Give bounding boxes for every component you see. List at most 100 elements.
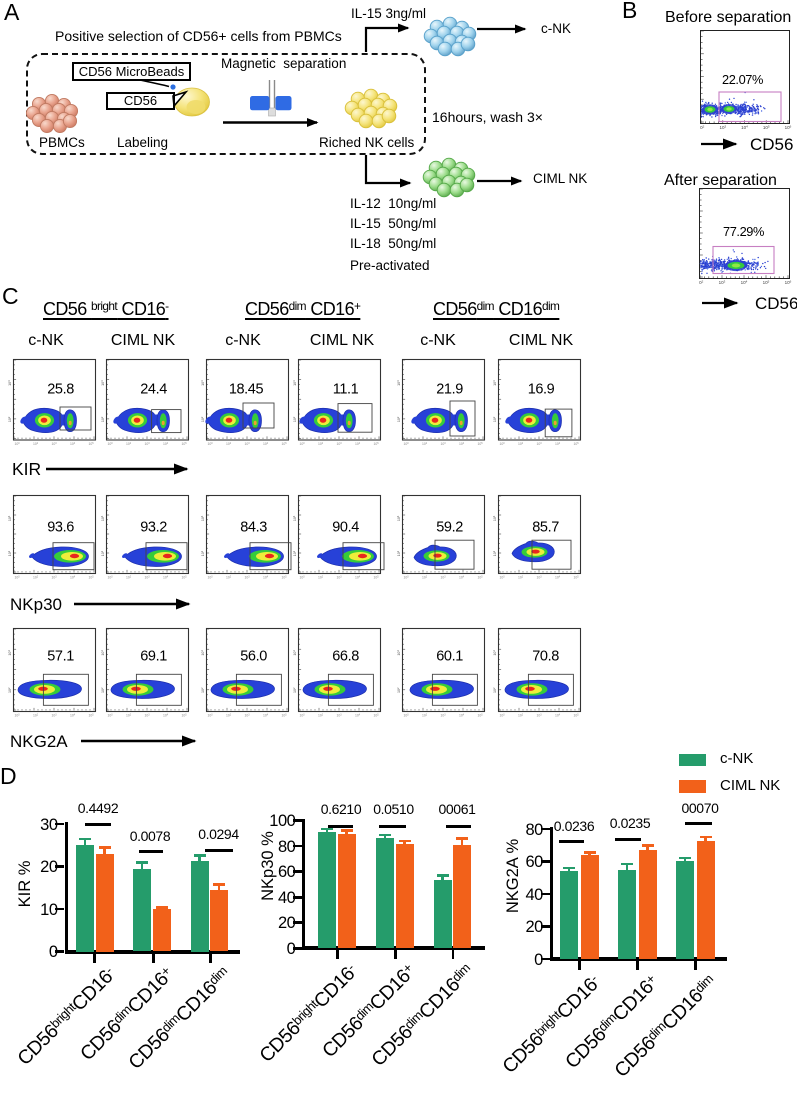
svg-text:104: 104 (492, 379, 497, 385)
svg-text:105: 105 (281, 442, 287, 446)
svg-text:105: 105 (373, 713, 379, 717)
svg-text:103: 103 (244, 442, 250, 446)
svg-text:104: 104 (99, 649, 104, 655)
svg-text:105: 105 (573, 576, 579, 580)
svg-text:104: 104 (355, 576, 361, 580)
svg-text:102: 102 (318, 442, 324, 446)
svg-text:103: 103 (144, 713, 150, 717)
svg-text:104: 104 (99, 379, 104, 385)
svg-text:77.29%: 77.29% (723, 224, 764, 239)
svg-text:104: 104 (292, 379, 297, 385)
svg-text:103: 103 (336, 576, 342, 580)
svg-text:104: 104 (292, 515, 297, 521)
svg-text:100: 100 (499, 713, 505, 717)
svg-text:100: 100 (107, 442, 113, 446)
svg-text:100: 100 (14, 576, 20, 580)
svg-text:104: 104 (199, 515, 204, 521)
svg-text:69.1: 69.1 (140, 648, 167, 664)
svg-text:102: 102 (292, 550, 297, 556)
svg-text:102: 102 (292, 686, 297, 692)
svg-text:105: 105 (281, 576, 287, 580)
svg-text:103: 103 (336, 442, 342, 446)
svg-text:102: 102 (99, 416, 104, 422)
svg-text:103: 103 (244, 576, 250, 580)
svg-text:104: 104 (741, 280, 748, 286)
svg-text:102: 102 (422, 576, 428, 580)
svg-text:104: 104 (492, 649, 497, 655)
svg-text:100: 100 (107, 576, 113, 580)
svg-text:100: 100 (499, 442, 505, 446)
svg-text:104: 104 (162, 713, 168, 717)
svg-text:104: 104 (6, 379, 11, 385)
svg-text:104: 104 (555, 442, 561, 446)
svg-text:100: 100 (14, 713, 20, 717)
svg-text:105: 105 (88, 576, 94, 580)
svg-text:102: 102 (318, 713, 324, 717)
svg-text:103: 103 (51, 576, 57, 580)
svg-text:102: 102 (199, 686, 204, 692)
svg-text:103: 103 (719, 280, 726, 286)
svg-text:100: 100 (207, 576, 213, 580)
svg-text:100: 100 (403, 442, 409, 446)
svg-text:102: 102 (125, 576, 131, 580)
svg-text:102: 102 (318, 576, 324, 580)
svg-text:103: 103 (51, 442, 57, 446)
svg-text:21.9: 21.9 (436, 381, 463, 397)
svg-text:22.07%: 22.07% (722, 72, 763, 87)
svg-text:103: 103 (144, 442, 150, 446)
svg-text:102: 102 (125, 713, 131, 717)
svg-text:66.8: 66.8 (332, 648, 359, 664)
svg-text:102: 102 (32, 442, 38, 446)
svg-text:100: 100 (107, 713, 113, 717)
svg-text:105: 105 (477, 442, 483, 446)
svg-text:103: 103 (719, 125, 726, 131)
svg-text:104: 104 (459, 713, 465, 717)
svg-text:104: 104 (459, 576, 465, 580)
svg-text:102: 102 (226, 442, 232, 446)
svg-text:100: 100 (499, 576, 505, 580)
svg-text:104: 104 (263, 713, 269, 717)
svg-text:102: 102 (518, 713, 524, 717)
svg-text:102: 102 (518, 442, 524, 446)
svg-text:104: 104 (199, 649, 204, 655)
svg-text:104: 104 (555, 576, 561, 580)
svg-text:104: 104 (162, 576, 168, 580)
svg-text:56.0: 56.0 (240, 648, 267, 664)
svg-text:102: 102 (6, 686, 11, 692)
svg-text:105: 105 (373, 442, 379, 446)
svg-text:104: 104 (6, 515, 11, 521)
svg-text:103: 103 (244, 713, 250, 717)
svg-text:104: 104 (263, 576, 269, 580)
svg-text:100: 100 (14, 442, 20, 446)
svg-text:104: 104 (396, 649, 401, 655)
svg-text:105: 105 (181, 442, 187, 446)
svg-text:102: 102 (6, 550, 11, 556)
svg-text:100: 100 (299, 713, 305, 717)
svg-text:57.1: 57.1 (47, 648, 74, 664)
svg-text:102: 102 (396, 416, 401, 422)
svg-text:104: 104 (69, 442, 75, 446)
svg-text:100: 100 (299, 576, 305, 580)
svg-text:102: 102 (199, 416, 204, 422)
svg-text:105: 105 (88, 442, 94, 446)
svg-text:102: 102 (492, 686, 497, 692)
svg-text:105: 105 (477, 576, 483, 580)
svg-text:93.6: 93.6 (47, 520, 74, 536)
svg-text:100: 100 (299, 442, 305, 446)
svg-text:102: 102 (396, 686, 401, 692)
svg-text:105: 105 (573, 713, 579, 717)
svg-text:103: 103 (536, 713, 542, 717)
svg-text:102: 102 (396, 550, 401, 556)
svg-text:104: 104 (396, 379, 401, 385)
svg-text:100: 100 (207, 442, 213, 446)
svg-text:102: 102 (292, 416, 297, 422)
svg-text:90.4: 90.4 (332, 520, 359, 536)
svg-text:70.8: 70.8 (532, 648, 559, 664)
svg-text:104: 104 (555, 713, 561, 717)
svg-text:102: 102 (99, 686, 104, 692)
svg-text:104: 104 (162, 442, 168, 446)
svg-text:105: 105 (763, 280, 770, 286)
svg-text:106: 106 (785, 125, 792, 131)
svg-text:103: 103 (144, 576, 150, 580)
svg-text:104: 104 (263, 442, 269, 446)
